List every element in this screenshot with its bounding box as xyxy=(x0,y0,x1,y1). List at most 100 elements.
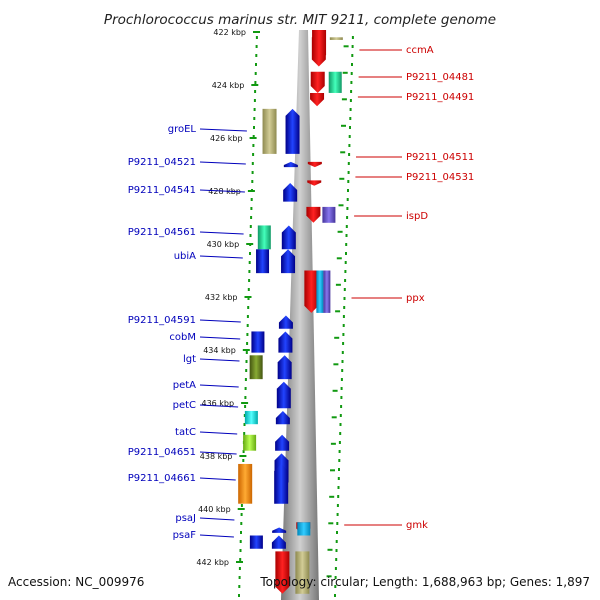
gene-arrow-P9211_04531 xyxy=(307,180,322,186)
leader-line xyxy=(199,255,243,259)
class-box-purple xyxy=(323,270,331,313)
tick-mark xyxy=(236,561,243,563)
tick-mark xyxy=(242,349,250,351)
gene-label-P9211_04661: P9211_04661 xyxy=(128,473,196,484)
leader-line xyxy=(199,404,239,408)
tick-label: 430 kbp xyxy=(207,240,240,249)
tick-mark xyxy=(247,190,255,192)
leader-line xyxy=(199,336,241,340)
leader-line xyxy=(199,189,245,193)
tick-mark xyxy=(251,84,259,86)
tick-mark xyxy=(241,402,249,404)
gene-arrow-petA xyxy=(276,381,291,409)
gene-label-P9211_04491: P9211_04491 xyxy=(406,92,474,103)
gene-arrow-cobM xyxy=(278,331,293,353)
class-box-orange xyxy=(238,463,253,504)
gene-label-ubiA: ubiA xyxy=(174,251,196,262)
gene-arrow-P9211_04661 xyxy=(274,463,289,504)
gene-label-groEL: groEL xyxy=(168,124,197,135)
gene-arrow-ispD xyxy=(306,206,321,223)
gene-label-P9211_04511: P9211_04511 xyxy=(406,152,474,163)
class-box-blue xyxy=(256,249,270,274)
gene-labels: groEL P9211_04521 P9211_04541 P9211_04561ub… xyxy=(128,45,475,541)
map-title: Prochlorococcus marinus str. MIT 9211, c… xyxy=(104,12,496,28)
tick-label: 422 kbp xyxy=(213,28,246,37)
leader-line xyxy=(199,451,237,455)
accession-text: Accession: NC_009976 xyxy=(8,575,144,589)
dots-right-outer xyxy=(334,36,354,597)
gene-arrow-ubiA xyxy=(281,249,296,274)
leader-line xyxy=(199,128,247,132)
gene-arrow-P9211_04511 xyxy=(307,161,322,168)
right-tick-dashes xyxy=(326,45,349,578)
gene-arrow-P9211_04521 xyxy=(283,161,298,168)
gene-arrow-P9211_04591 xyxy=(278,315,293,329)
gene-label-petA: petA xyxy=(173,380,196,391)
leader-line xyxy=(199,358,240,362)
gene-arrow-P9211_04481 xyxy=(310,71,325,93)
class-box-teal xyxy=(257,225,271,250)
gene-label-P9211_04561: P9211_04561 xyxy=(128,227,196,238)
gene-label-P9211_04651: P9211_04651 xyxy=(128,447,196,458)
leader-line xyxy=(199,431,238,435)
leader-line xyxy=(199,477,236,481)
tick-mark xyxy=(249,137,257,139)
gene-arrow-P9211_04541 xyxy=(283,183,298,202)
class-box-purple xyxy=(322,206,336,223)
gene-arrow-P9211_04491 xyxy=(310,92,325,107)
tick-mark xyxy=(253,31,260,33)
class-box-olive xyxy=(249,355,263,380)
gene-label-P9211_04531: P9211_04531 xyxy=(406,172,474,183)
gene-arrow-petC xyxy=(275,410,290,425)
gene-arrow-top xyxy=(312,30,327,62)
leader-line xyxy=(199,534,234,538)
class-box-lime xyxy=(243,434,257,451)
class-box-aqua xyxy=(244,410,258,425)
tick-label: 442 kbp xyxy=(196,558,229,567)
gene-arrow-lgt xyxy=(277,355,292,380)
leader-line xyxy=(199,319,241,323)
gene-label-ppx: ppx xyxy=(406,293,425,304)
gene-features xyxy=(238,30,343,594)
class-box-tan xyxy=(262,108,277,154)
gene-label-psaF: psaF xyxy=(173,530,197,541)
leader-line xyxy=(199,161,246,165)
gene-arrow-psaF xyxy=(271,535,286,549)
gene-label-gmk: gmk xyxy=(406,520,428,531)
leader-line xyxy=(199,231,244,235)
class-box-blue xyxy=(251,331,265,353)
tick-label: 438 kbp xyxy=(200,452,233,461)
class-box-cyan xyxy=(297,522,311,536)
gene-label-lgt: lgt xyxy=(183,354,196,365)
genome-backbone xyxy=(281,30,319,600)
gene-label-cobM: cobM xyxy=(169,332,196,343)
gene-label-psaJ: psaJ xyxy=(175,513,196,524)
gene-label-P9211_04521: P9211_04521 xyxy=(128,157,196,168)
tick-mark xyxy=(237,508,245,510)
gene-arrow-groEL xyxy=(285,108,300,154)
tick-label: 440 kbp xyxy=(198,505,231,514)
leader-line xyxy=(199,384,239,388)
gene-label-P9211_04591: P9211_04591 xyxy=(128,315,196,326)
tick-label: 424 kbp xyxy=(212,81,245,90)
tick-label: 432 kbp xyxy=(205,293,238,302)
class-box-tan xyxy=(295,551,310,594)
class-box-teal xyxy=(328,71,342,93)
dots-left-inner xyxy=(238,36,258,597)
gene-label-ccmA: ccmA xyxy=(406,45,434,56)
dotted-guide-lines xyxy=(238,36,354,597)
tick-label: 434 kbp xyxy=(203,346,236,355)
tick-label: 426 kbp xyxy=(210,134,243,143)
gene-arrow-psaJ xyxy=(272,527,287,533)
gene-label-tatC: tatC xyxy=(175,427,196,438)
gene-label-petC: petC xyxy=(173,400,196,411)
tick-label: 436 kbp xyxy=(201,399,234,408)
gene-arrow-bottom xyxy=(275,551,290,594)
gene-label-P9211_04481: P9211_04481 xyxy=(406,72,474,83)
class-box-cyan xyxy=(316,270,324,313)
leader-line xyxy=(199,517,235,521)
tick-mark xyxy=(239,455,247,457)
topology-text: Topology: circular; Length: 1,688,963 bp… xyxy=(259,575,590,589)
class-box-blue xyxy=(249,535,263,549)
